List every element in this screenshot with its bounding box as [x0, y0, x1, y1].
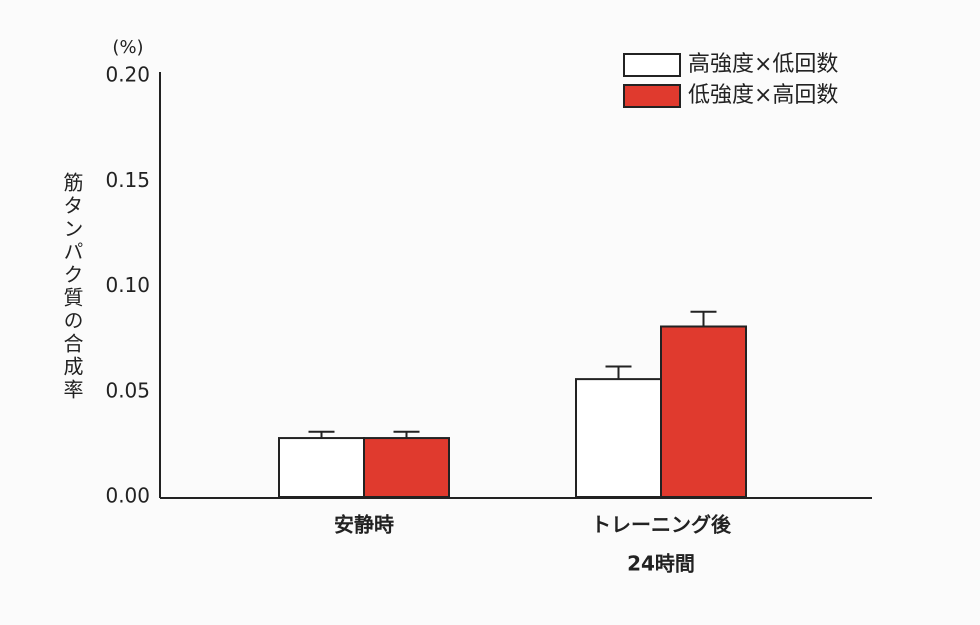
bar: [660, 325, 747, 498]
y-tick-label: 0.00: [105, 484, 150, 508]
legend-label: 高強度×低回数: [688, 52, 838, 77]
x-tick-sublabel: 24時間: [627, 552, 695, 576]
bar: [575, 378, 662, 498]
legend-swatch: [623, 53, 681, 77]
x-tick-label: トレーニング後: [591, 513, 732, 537]
y-tick-label: 0.20: [105, 63, 150, 87]
legend-swatch: [623, 84, 681, 108]
bar: [278, 437, 365, 498]
y-tick-label: 0.05: [105, 378, 150, 402]
y-tick-label: 0.10: [105, 273, 150, 297]
x-tick-label: 安静時: [334, 513, 394, 537]
y-axis-title: 筋タンパク質の合成率: [60, 172, 84, 402]
legend-label: 低強度×高回数: [688, 83, 838, 108]
y-tick-label: 0.15: [105, 168, 150, 192]
bar: [363, 437, 450, 498]
y-unit: (%): [112, 37, 143, 58]
